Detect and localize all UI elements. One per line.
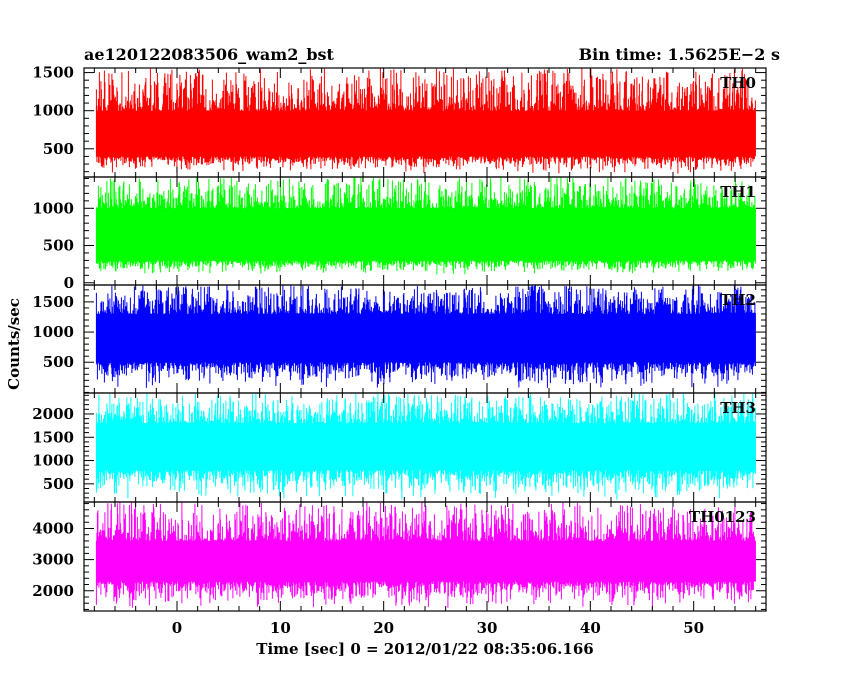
x-tick-label: 20 (373, 619, 394, 637)
panel-th0: 500 1000 1500 TH0 (32, 64, 767, 178)
y-axis-label: Counts/sec (5, 298, 23, 390)
panel-label: TH1 (720, 183, 756, 201)
panel-th3: 500 1000 1500 2000 TH3 (32, 392, 767, 503)
y-tick-label: 1000 (32, 323, 74, 341)
x-axis-label: Time [sec] 0 = 2012/01/22 08:35:06.166 (256, 640, 593, 658)
series-core-th0123 (96, 542, 756, 581)
y-tick-label: 1500 (32, 428, 74, 446)
y-tick-label: 2000 (32, 405, 74, 423)
x-tick-label: 50 (683, 619, 704, 637)
series-core-th1 (96, 209, 756, 259)
bin-time-label: Bin time: 1.5625E−2 s (579, 45, 780, 64)
y-tick-label: 500 (43, 237, 74, 255)
panel-label: TH0123 (689, 508, 756, 526)
panel-th1: 0 500 1000 TH1 (32, 176, 767, 292)
x-tick-label: 10 (270, 619, 291, 637)
y-tick-label: 500 (43, 353, 74, 371)
series-core-th3 (96, 424, 756, 469)
y-tick-label: 1000 (32, 452, 74, 470)
y-tick-label: 3000 (32, 551, 74, 569)
panel-th0123: 2000 3000 4000 TH0123 (32, 501, 767, 612)
panel-label: TH3 (720, 399, 756, 417)
series-core-th2 (96, 315, 756, 361)
panel-th2: 500 1000 1500 TH2 (32, 284, 767, 394)
y-tick-label: 4000 (32, 519, 74, 537)
panel-label: TH2 (720, 291, 756, 309)
y-tick-label: 1000 (32, 199, 74, 217)
y-tick-label: 1500 (32, 64, 74, 82)
y-tick-label: 1500 (32, 293, 74, 311)
y-tick-label: 0 (64, 274, 74, 292)
x-tick-label: 30 (477, 619, 498, 637)
chart-title: ae120122083506_wam2_bst (84, 45, 335, 64)
series-core-th0 (96, 112, 756, 156)
x-axis: 0 10 20 30 40 50 (172, 619, 704, 637)
panel-label: TH0 (720, 74, 756, 92)
y-tick-label: 2000 (32, 582, 74, 600)
y-tick-label: 500 (43, 140, 74, 158)
y-tick-label: 500 (43, 475, 74, 493)
x-tick-label: 0 (172, 619, 182, 637)
x-tick-label: 40 (580, 619, 601, 637)
y-tick-label: 1000 (32, 102, 74, 120)
